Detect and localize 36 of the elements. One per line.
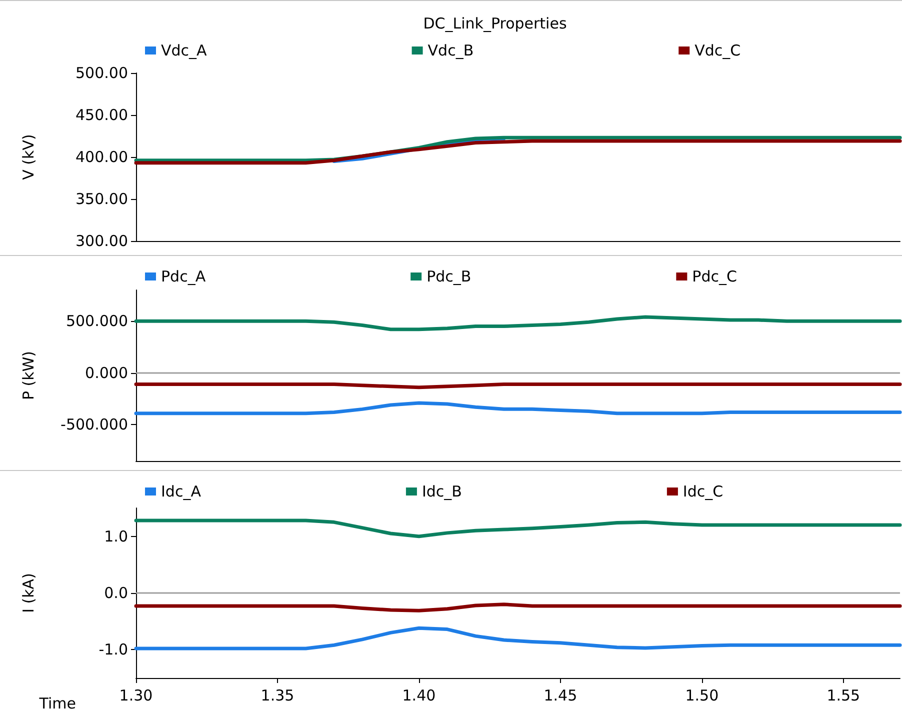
y-axis-title: P (kW) [20,350,38,400]
y-tick-label: 500.00 [76,64,128,82]
legend-label: Pdc_B [426,268,472,286]
line-series [134,626,902,650]
y-tick-label: 350.00 [76,190,128,208]
legend-label: Vdc_C [694,42,741,60]
y-axis-title: I (kA) [20,573,38,613]
y-tick-label: 450.00 [76,106,128,124]
y-tick-label: 400.00 [76,148,128,166]
legend-label: Vdc_B [428,42,474,60]
x-tick-label: 1.55 [826,686,860,704]
y-tick-label: 1.0 [104,527,128,546]
legend-label: Idc_B [422,482,462,500]
x-axis-title: Time [38,694,76,712]
y-tick-label: 500.000 [66,312,128,330]
line-series [134,315,902,332]
line-series [134,602,902,612]
y-tick-label: 300.00 [76,232,128,250]
x-tick-label: 1.40 [402,686,436,704]
chart-title: DC_Link_Properties [423,14,567,32]
x-tick-label: 1.50 [685,686,719,704]
x-tick-label: 1.30 [119,686,153,704]
line-series [134,518,902,538]
y-tick-label: 0.000 [85,364,128,382]
y-tick-label: 0.0 [104,584,128,602]
x-tick-label: 1.45 [544,686,578,704]
y-tick-label: -1.0 [98,640,128,659]
legend-label: Idc_A [161,482,202,500]
y-axis-title: V (kV) [20,134,38,180]
legend-label: Pdc_A [161,268,206,286]
x-tick-label: 1.35 [260,686,294,704]
legend-label: Pdc_C [692,268,737,286]
line-series [134,401,902,416]
legend-label: Idc_C [682,482,724,500]
legend-label: Vdc_A [161,42,208,60]
y-tick-label: -500.000 [60,416,128,434]
